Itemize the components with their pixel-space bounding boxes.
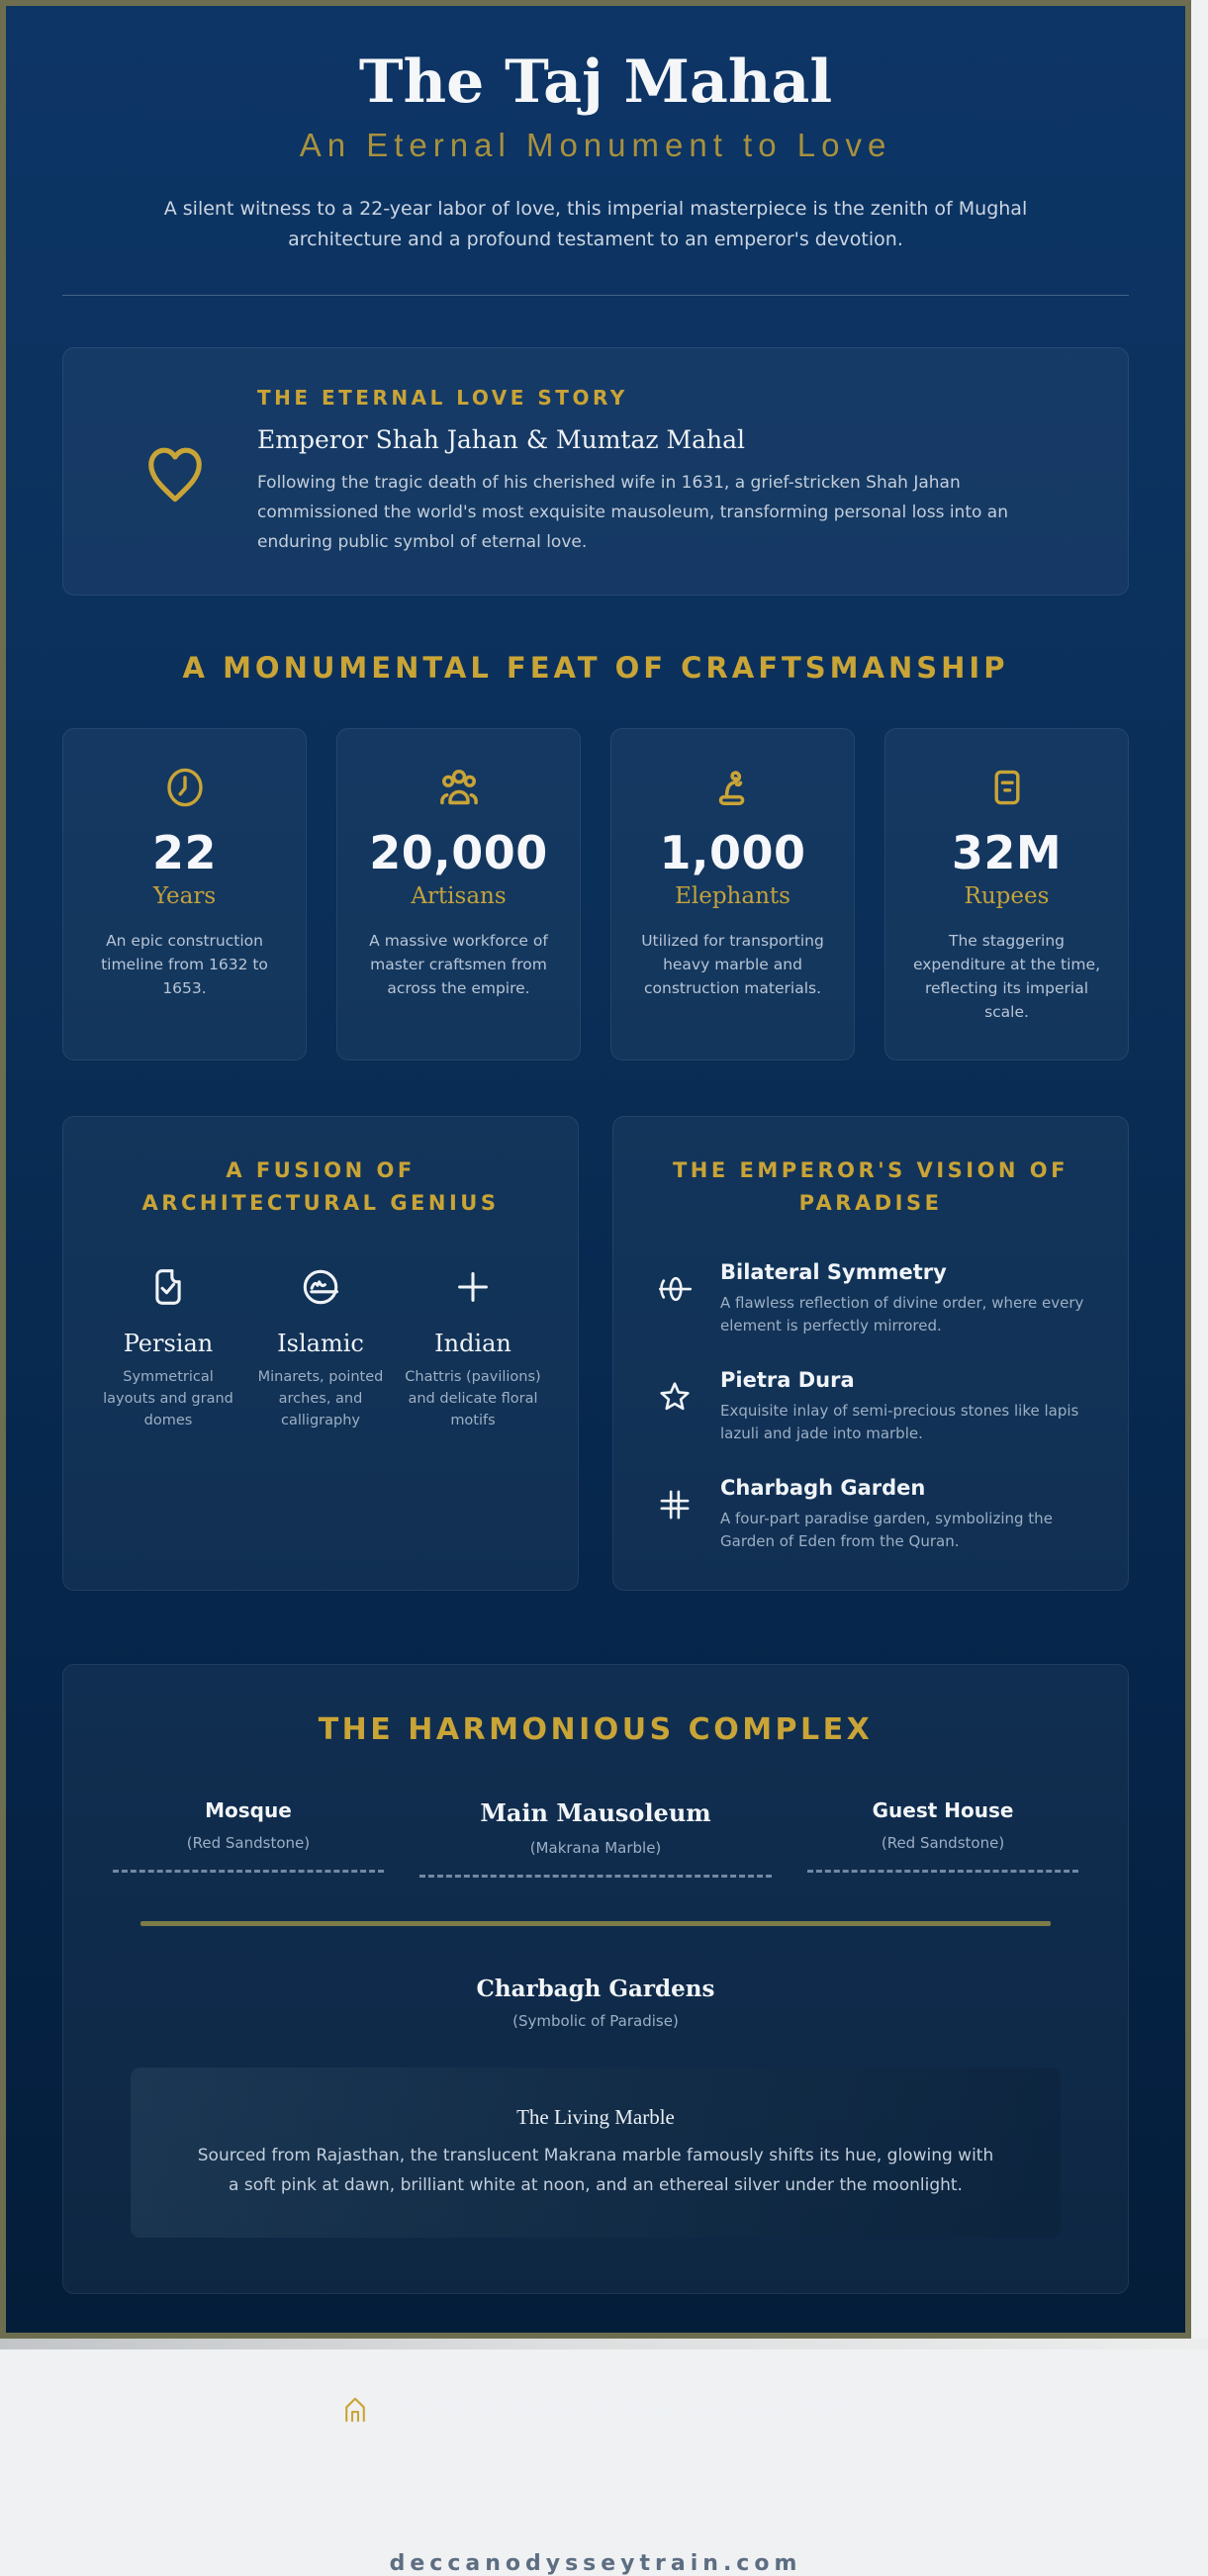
feature-name: Pietra Dura	[720, 1368, 855, 1393]
unesco-badge: UNESCO World Heritage Site since 1983	[210, 2366, 981, 2456]
love-story-card: THE ETERNAL LOVE STORY Emperor Shah Jaha…	[62, 346, 1129, 597]
style-name: Indian	[434, 1330, 511, 1358]
crescent-circle-icon	[251, 1264, 390, 1322]
stat-card-artisans: 20,000 Artisans A massive workforce of m…	[336, 728, 581, 1061]
stat-description: The staggering expenditure at the time, …	[913, 932, 1100, 1022]
feature-text: Pietra Dura Exquisite inlay of semi-prec…	[720, 1368, 1092, 1444]
clock-icon	[81, 763, 288, 812]
star-icon	[649, 1368, 700, 1444]
unesco-label: UNESCO World Heritage Site since 1983	[388, 2392, 853, 2424]
stat-label: Artisans	[411, 883, 507, 910]
living-marble-title: The Living Marble	[516, 2105, 675, 2130]
plus-icon	[404, 1264, 542, 1322]
fusion-card: A FUSION OF ARCHITECTURAL GENIUS Persian…	[62, 1116, 579, 1592]
feature-text: Charbagh Garden A four-part paradise gar…	[720, 1476, 1092, 1552]
stat-card-years: 22 Years An epic construction timeline f…	[62, 728, 307, 1061]
stat-value: 20,000	[369, 826, 548, 880]
stat-description: Utilized for transporting heavy marble a…	[641, 932, 824, 998]
structure-material: (Makrana Marble)	[529, 1839, 662, 1858]
stat-card-elephants: 1,000 Elephants Utilized for transportin…	[610, 728, 855, 1061]
living-marble-body: Sourced from Rajasthan, the translucent …	[197, 2146, 994, 2195]
love-story-heading: THE ETERNAL LOVE STORY	[257, 385, 628, 410]
stat-card-rupees: 32M Rupees The staggering expenditure at…	[884, 728, 1129, 1061]
style-description: Symmetrical layouts and grand domes	[103, 1369, 233, 1428]
structure-dashed-line	[113, 1870, 384, 1874]
style-persian: Persian Symmetrical layouts and grand do…	[99, 1264, 237, 1431]
site-footer: deccanodysseytrain.com	[389, 2550, 802, 2576]
love-story-body: Following the tragic death of his cheris…	[257, 472, 1008, 553]
feature-charbagh-garden: Charbagh Garden A four-part paradise gar…	[649, 1476, 1092, 1552]
fusion-vision-row: A FUSION OF ARCHITECTURAL GENIUS Persian…	[62, 1116, 1129, 1592]
love-story-text: THE ETERNAL LOVE STORY Emperor Shah Jaha…	[257, 386, 1082, 558]
complex-heading: THE HARMONIOUS COMPLEX	[318, 1712, 874, 1748]
feature-pietra-dura: Pietra Dura Exquisite inlay of semi-prec…	[649, 1368, 1092, 1444]
style-islamic: Islamic Minarets, pointed arches, and ca…	[251, 1264, 390, 1431]
stat-description: An epic construction timeline from 1632 …	[101, 932, 268, 998]
structure-material: (Red Sandstone)	[186, 1834, 311, 1853]
feature-text: Bilateral Symmetry A flawless reflection…	[720, 1260, 1092, 1336]
mirror-symmetry-icon	[649, 1260, 700, 1336]
feature-bilateral-symmetry: Bilateral Symmetry A flawless reflection…	[649, 1260, 1092, 1336]
feature-description: Exquisite inlay of semi-precious stones …	[720, 1402, 1079, 1442]
complex-card: THE HARMONIOUS COMPLEX Mosque (Red Sands…	[62, 1664, 1129, 2294]
garden-name: Charbagh Gardens	[476, 1976, 715, 2003]
fusion-styles: Persian Symmetrical layouts and grand do…	[99, 1264, 542, 1431]
love-story-couple: Emperor Shah Jahan & Mumtaz Mahal	[257, 424, 745, 454]
style-indian: Indian Chattris (pavilions) and delicate…	[404, 1264, 542, 1431]
feature-description: A four-part paradise garden, symbolizing…	[720, 1510, 1053, 1550]
header-divider	[62, 294, 1129, 296]
structure-dashed-line	[807, 1870, 1078, 1874]
page-subtitle: An Eternal Monument to Love	[299, 127, 892, 163]
style-description: Minarets, pointed arches, and calligraph…	[257, 1369, 384, 1428]
landmark-icon	[338, 2391, 372, 2427]
stat-value: 32M	[951, 826, 1063, 880]
structure-name: Main Mausoleum	[480, 1798, 711, 1828]
axis-line	[140, 1921, 1051, 1927]
intro-paragraph: A silent witness to a 22-year labor of l…	[163, 198, 1028, 250]
structure-mosque: Mosque (Red Sandstone)	[113, 1798, 384, 1878]
stat-value: 1,000	[659, 826, 806, 880]
garden-subtitle: (Symbolic of Paradise)	[512, 2012, 679, 2031]
feature-name: Bilateral Symmetry	[720, 1260, 947, 1285]
artisans-icon	[355, 763, 562, 812]
page-title: The Taj Mahal	[358, 47, 833, 117]
style-name: Islamic	[277, 1330, 364, 1358]
heart-icon	[93, 430, 257, 511]
fusion-heading: A FUSION OF ARCHITECTURAL GENIUS	[141, 1158, 500, 1215]
stats-grid: 22 Years An epic construction timeline f…	[62, 728, 1129, 1061]
scroll-check-icon	[99, 1264, 237, 1322]
stat-description: A massive workforce of master craftsmen …	[369, 932, 548, 998]
feature-description: A flawless reflection of divine order, w…	[720, 1294, 1084, 1334]
page-bottom-strip	[0, 2339, 1208, 2349]
structure-material: (Red Sandstone)	[881, 1834, 1005, 1853]
garden-grid-icon	[649, 1476, 700, 1552]
vision-heading: THE EMPEROR'S VISION OF PARADISE	[672, 1158, 1069, 1215]
style-description: Chattris (pavilions) and delicate floral…	[405, 1369, 541, 1428]
structure-name: Guest House	[872, 1798, 1014, 1823]
vision-card: THE EMPEROR'S VISION OF PARADISE Bilater…	[612, 1116, 1129, 1592]
charbagh-gardens-block: Charbagh Gardens (Symbolic of Paradise)	[113, 1976, 1078, 2030]
stat-label: Rupees	[964, 883, 1050, 910]
stat-label: Years	[152, 883, 217, 910]
stat-label: Elephants	[675, 883, 790, 910]
style-name: Persian	[123, 1330, 214, 1358]
craftsmanship-heading: A MONUMENTAL FEAT OF CRAFTSMANSHIP	[182, 651, 1009, 686]
infographic-content: The Taj Mahal An Eternal Monument to Lov…	[62, 6, 1129, 2576]
elephant-icon	[629, 763, 836, 812]
rupee-note-icon	[903, 763, 1110, 812]
vision-features: Bilateral Symmetry A flawless reflection…	[649, 1260, 1092, 1552]
structure-name: Mosque	[205, 1798, 292, 1823]
structure-main-mausoleum: Main Mausoleum (Makrana Marble)	[418, 1798, 773, 1879]
structures-row: Mosque (Red Sandstone) Main Mausoleum (M…	[113, 1798, 1078, 1879]
structure-dashed-line	[418, 1875, 773, 1879]
living-marble-box: The Living Marble Sourced from Rajasthan…	[131, 2068, 1061, 2238]
stat-value: 22	[151, 826, 217, 880]
structure-guest-house: Guest House (Red Sandstone)	[807, 1798, 1078, 1878]
header: The Taj Mahal An Eternal Monument to Lov…	[62, 49, 1129, 296]
feature-name: Charbagh Garden	[720, 1476, 926, 1501]
